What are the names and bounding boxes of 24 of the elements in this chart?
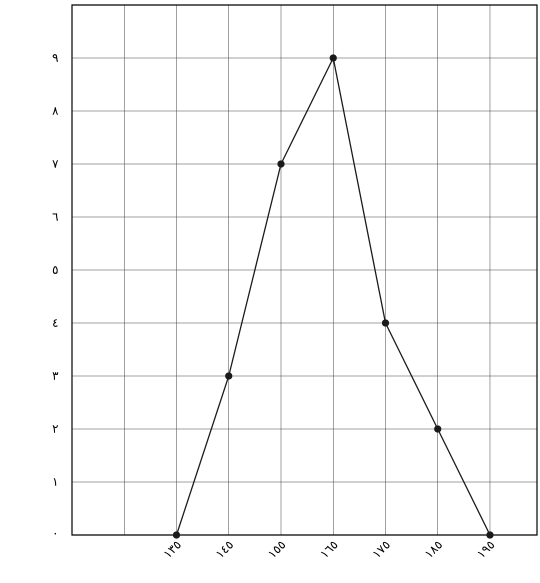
point xyxy=(382,319,390,327)
y-tick-label: ١ xyxy=(54,478,56,486)
x-tick-label: ١٩٥ xyxy=(478,542,494,557)
x-tick-label: ١٥٥ xyxy=(268,542,286,557)
x-tick-label: ١٧٥ xyxy=(373,542,390,557)
y-tick-label: ٠ xyxy=(54,532,56,534)
point xyxy=(330,54,337,62)
x-tick-label: ١٨٥ xyxy=(425,542,442,557)
x-tick-label: ١٦٥ xyxy=(320,542,338,557)
y-tick-label: ٦ xyxy=(52,213,58,221)
y-tick-label: ٣ xyxy=(52,372,58,380)
y-tick-label: ٧ xyxy=(52,160,58,168)
y-tick-label: ٥ xyxy=(52,266,58,274)
point xyxy=(277,160,285,168)
point xyxy=(172,531,180,539)
x-tick-label: ١٤٥ xyxy=(216,542,233,557)
y-tick-label: ٢ xyxy=(52,425,58,433)
y-tick-label: ٤ xyxy=(53,319,58,327)
y-tick-label: ٨ xyxy=(52,107,58,115)
point xyxy=(434,425,442,433)
x-tick-label: ١٣٥ xyxy=(164,542,181,557)
point xyxy=(225,372,232,380)
y-tick-label: ٩ xyxy=(52,54,58,62)
point xyxy=(486,531,494,539)
